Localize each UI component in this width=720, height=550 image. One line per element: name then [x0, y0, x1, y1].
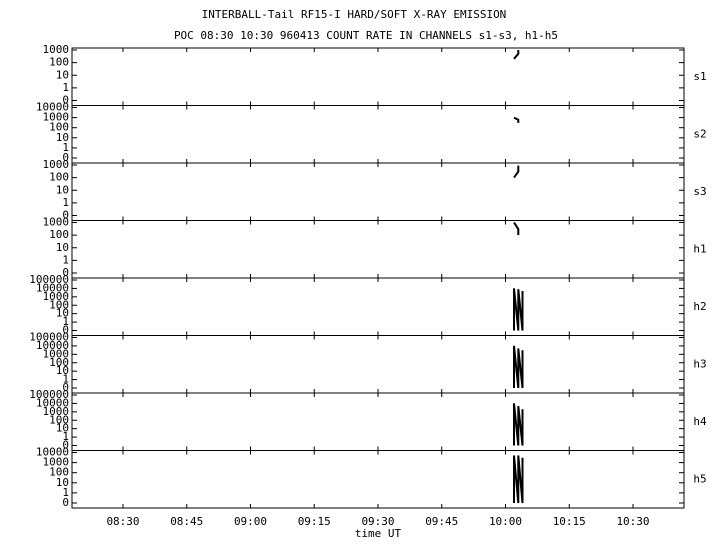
- panel-frame: [71, 277, 685, 336]
- channel-label: h3: [693, 357, 706, 370]
- y-tick-label: 1: [62, 315, 69, 328]
- panel-frame: [71, 47, 685, 106]
- x-tick-label: 08:30: [106, 515, 139, 528]
- channel-label: h2: [693, 300, 706, 313]
- x-tick-label: 10:30: [616, 515, 649, 528]
- y-tick-label: 0: [62, 381, 69, 394]
- x-tick-label: 09:45: [425, 515, 458, 528]
- channel-label: s2: [693, 127, 706, 140]
- data-line: [513, 345, 524, 389]
- y-tick-label: 0: [62, 209, 69, 222]
- y-tick-label: 1: [62, 196, 69, 209]
- y-tick-label: 10: [56, 422, 69, 435]
- y-tick-label: 100: [49, 413, 69, 426]
- y-tick-label: 0: [62, 266, 69, 279]
- y-tick-label: 0: [62, 496, 69, 509]
- x-tick-label: 09:00: [234, 515, 267, 528]
- y-tick-label: 1000: [43, 290, 70, 303]
- y-tick-label: 1000: [43, 158, 70, 171]
- data-line: [513, 50, 520, 60]
- x-axis-label: time UT: [355, 527, 402, 540]
- y-tick-label: 0: [62, 439, 69, 452]
- y-tick-label: 100: [49, 171, 69, 184]
- x-tick-label: 10:15: [553, 515, 586, 528]
- y-tick-label: 10: [56, 307, 69, 320]
- y-tick-label: 100000: [29, 273, 69, 286]
- channel-label: s3: [693, 185, 706, 198]
- y-tick-label: 10000: [36, 446, 69, 459]
- data-line: [513, 288, 524, 331]
- x-tick-label: 08:45: [170, 515, 203, 528]
- y-tick-label: 1000: [43, 456, 70, 469]
- y-tick-label: 100000: [29, 331, 69, 344]
- channel-label: h1: [693, 242, 706, 255]
- y-tick-label: 10: [56, 476, 69, 489]
- y-tick-label: 10: [56, 241, 69, 254]
- panel-frame: [71, 450, 685, 509]
- chart-subtitle: POC 08:30 10:30 960413 COUNT RATE IN CHA…: [174, 29, 558, 42]
- y-tick-label: 10000: [36, 396, 69, 409]
- channel-label: h4: [693, 415, 707, 428]
- y-tick-label: 10000: [36, 101, 69, 114]
- y-tick-label: 10: [56, 364, 69, 377]
- y-tick-label: 100: [49, 466, 69, 479]
- y-tick-label: 10: [56, 68, 69, 81]
- y-tick-label: 1: [62, 430, 69, 443]
- chart-title: INTERBALL-Tail RF15-I HARD/SOFT X-RAY EM…: [202, 8, 507, 21]
- channel-label: s1: [693, 70, 706, 83]
- x-tick-label: 10:00: [489, 515, 522, 528]
- panel-frame: [71, 105, 685, 164]
- y-tick-label: 100: [49, 298, 69, 311]
- data-line: [513, 403, 524, 446]
- data-line: [513, 221, 520, 236]
- panel-frame: [71, 392, 685, 451]
- y-tick-label: 1: [62, 486, 69, 499]
- y-tick-label: 1000: [43, 405, 70, 418]
- data-line: [513, 116, 520, 123]
- y-tick-label: 0: [62, 151, 69, 164]
- y-tick-label: 100: [49, 56, 69, 69]
- y-tick-label: 1: [62, 141, 69, 154]
- y-tick-label: 100: [49, 121, 69, 134]
- data-line: [513, 455, 524, 504]
- y-tick-label: 0: [62, 94, 69, 107]
- y-tick-label: 1000: [43, 216, 70, 229]
- y-tick-label: 10: [56, 183, 69, 196]
- y-tick-label: 1: [62, 81, 69, 94]
- panel-frame: [71, 162, 685, 221]
- panel-frame: [71, 335, 685, 394]
- channel-label: h5: [693, 472, 706, 485]
- panel-frame: [71, 220, 685, 279]
- x-tick-label: 09:15: [298, 515, 331, 528]
- y-tick-label: 0: [62, 324, 69, 337]
- y-tick-label: 1000: [43, 347, 70, 360]
- x-tick-label: 09:30: [361, 515, 394, 528]
- y-tick-label: 100000: [29, 388, 69, 401]
- y-tick-label: 100: [49, 356, 69, 369]
- y-tick-label: 10000: [36, 339, 69, 352]
- y-tick-label: 1: [62, 373, 69, 386]
- data-line: [513, 165, 520, 179]
- y-tick-label: 10000: [36, 281, 69, 294]
- y-tick-label: 10: [56, 131, 69, 144]
- y-tick-label: 100: [49, 228, 69, 241]
- y-tick-label: 1: [62, 253, 69, 266]
- y-tick-label: 1000: [43, 111, 70, 124]
- y-tick-label: 1000: [43, 43, 70, 56]
